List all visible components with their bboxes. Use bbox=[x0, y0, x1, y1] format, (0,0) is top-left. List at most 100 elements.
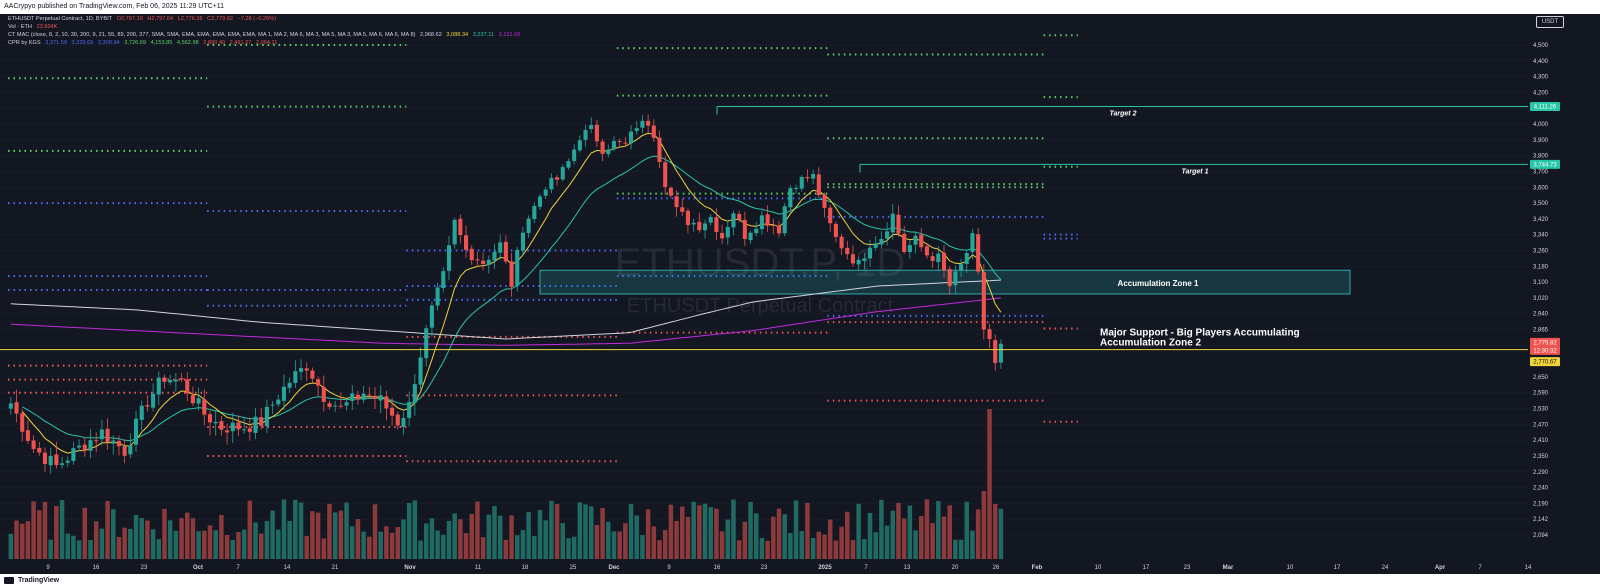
volume-bar bbox=[577, 502, 583, 559]
candle-body bbox=[264, 406, 269, 427]
candle-body bbox=[236, 422, 241, 430]
volume-bar bbox=[452, 513, 457, 559]
candle-body bbox=[981, 272, 986, 330]
countdown-label-bg bbox=[1530, 345, 1560, 355]
candle-body bbox=[634, 128, 639, 131]
x-tick-label: Oct bbox=[193, 565, 203, 571]
candle-body bbox=[532, 205, 537, 219]
candle-body bbox=[99, 429, 104, 440]
candle-body bbox=[572, 149, 577, 161]
volume-bar bbox=[884, 525, 890, 559]
volume-bar bbox=[634, 515, 639, 559]
candle-body bbox=[8, 403, 13, 409]
volume-bar bbox=[418, 540, 423, 559]
target-1-price-label: 3,744.73 bbox=[1533, 162, 1557, 168]
candle-body bbox=[737, 213, 742, 220]
time-axis[interactable]: 9 16 23 Oct 7 14 21 Nov 11 18 25 Dec 9 16 23 2025 7 13 20 2… bbox=[46, 565, 1532, 571]
candle-body bbox=[20, 413, 25, 432]
legend-cpr-v8: 2,491.27 bbox=[229, 40, 252, 46]
volume-bar bbox=[958, 539, 964, 559]
candle-body bbox=[731, 213, 736, 228]
volume-bar bbox=[401, 519, 406, 559]
volume-bar bbox=[458, 519, 463, 559]
volume-bar bbox=[25, 521, 31, 559]
legend-cpr-v6: 4,562.98 bbox=[176, 40, 199, 46]
candle-body bbox=[361, 393, 366, 400]
legend-high: H2,797.64 bbox=[147, 16, 174, 22]
candle-body bbox=[691, 222, 696, 225]
candle-body bbox=[549, 177, 554, 190]
legend-line-symbol: ETHUSDT Perpetual Contract, 1D, BYBIT O2… bbox=[8, 16, 279, 22]
volume-bar bbox=[611, 531, 617, 559]
candle-body bbox=[464, 235, 469, 250]
y-tick-label: 3,900 bbox=[1533, 138, 1549, 144]
candle-body bbox=[902, 233, 907, 252]
volume-bar bbox=[810, 538, 816, 559]
price-chart[interactable]: ETHUSDT.P, 1D ETHUSDT Perpetual Contract… bbox=[0, 14, 1600, 574]
volume-bar bbox=[805, 502, 810, 559]
candle-body bbox=[316, 379, 321, 386]
x-tick-label: 9 bbox=[46, 565, 50, 571]
candle-body bbox=[367, 394, 372, 396]
legend-low: L2,776.35 bbox=[177, 16, 203, 22]
target-1-annotation: Target 1 bbox=[1182, 168, 1209, 175]
legend-line-volume: Vol · ETH 23.934K bbox=[8, 24, 60, 30]
candle-body bbox=[953, 271, 958, 286]
volume-bar bbox=[8, 533, 14, 559]
annotations: Target 2 Target 1 Accumulation Zone 1 Major… bbox=[1100, 110, 1300, 348]
candle-body bbox=[304, 368, 309, 371]
volume-bar bbox=[105, 501, 110, 559]
volume-bar bbox=[685, 516, 691, 559]
candle-body bbox=[702, 223, 708, 231]
y-tick-label: 2,865 bbox=[1533, 328, 1549, 334]
volume-bar bbox=[668, 504, 674, 559]
volume-bar bbox=[116, 536, 122, 559]
y-tick-label: 2,094 bbox=[1533, 533, 1549, 539]
volume-bar bbox=[310, 511, 315, 559]
y-tick-label: 3,800 bbox=[1533, 154, 1549, 160]
volume-bar bbox=[93, 521, 99, 559]
candle-body bbox=[782, 206, 787, 234]
volume-bar bbox=[856, 503, 861, 559]
candle-body bbox=[498, 242, 503, 253]
candle-body bbox=[680, 207, 685, 212]
x-tick-label: 10 bbox=[1287, 565, 1294, 571]
candle-body bbox=[725, 227, 730, 238]
candle-body bbox=[611, 141, 617, 150]
candle-body bbox=[924, 246, 929, 256]
candle-body bbox=[162, 377, 167, 382]
currency-button[interactable]: USDT bbox=[1536, 16, 1564, 28]
candle-body bbox=[202, 399, 207, 415]
volume-bar bbox=[389, 532, 395, 559]
y-tick-label: 3,180 bbox=[1533, 264, 1549, 270]
volume-bar bbox=[190, 518, 196, 559]
candle-body bbox=[196, 398, 201, 404]
candle-body bbox=[486, 259, 491, 266]
volume-bar bbox=[736, 540, 742, 559]
x-tick-label: 17 bbox=[1334, 565, 1341, 571]
volume-bar bbox=[42, 501, 48, 559]
volume-bar bbox=[395, 527, 401, 559]
candle-body bbox=[629, 131, 634, 144]
y-tick-label: 2,530 bbox=[1533, 407, 1549, 413]
candle-body bbox=[42, 452, 48, 464]
x-tick-label: 23 bbox=[1184, 565, 1191, 571]
candle-body bbox=[941, 252, 947, 271]
legend-cpr-v5: 4,153.85 bbox=[150, 40, 173, 46]
candle-body bbox=[230, 422, 235, 432]
candle-body bbox=[310, 370, 315, 379]
candle-body bbox=[190, 395, 195, 404]
x-tick-label: 11 bbox=[475, 565, 482, 571]
candle-body bbox=[327, 403, 332, 407]
volume-bar bbox=[691, 501, 696, 559]
volume-bar bbox=[241, 529, 247, 559]
candle-body bbox=[799, 176, 804, 189]
volume-bar bbox=[332, 512, 338, 559]
volume-bar bbox=[788, 533, 793, 559]
candle-body bbox=[543, 189, 548, 196]
volume-bar bbox=[88, 539, 93, 559]
volume-bar bbox=[901, 518, 907, 559]
volume-bar bbox=[184, 512, 190, 559]
candle-body bbox=[390, 407, 395, 416]
volume-bar bbox=[543, 520, 548, 559]
